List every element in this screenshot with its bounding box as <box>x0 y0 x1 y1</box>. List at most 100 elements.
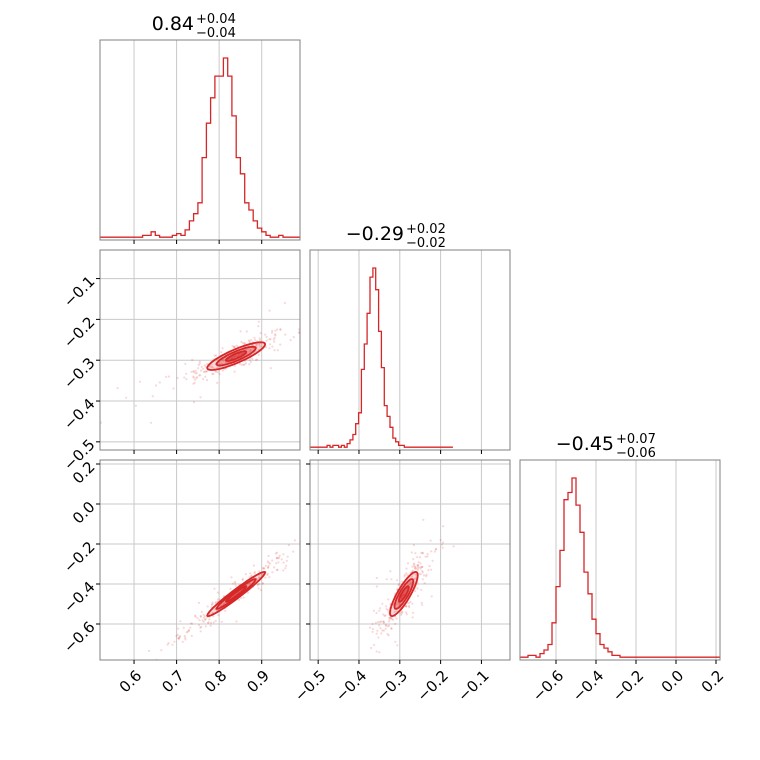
sample-point <box>259 332 262 335</box>
sample-point <box>185 631 188 634</box>
sample-point <box>213 587 216 590</box>
sample-point <box>275 562 278 565</box>
grid-layer <box>100 40 717 660</box>
sample-point <box>204 375 207 378</box>
y-tick-label: −0.4 <box>60 578 98 616</box>
sample-point <box>413 565 416 568</box>
sample-point <box>211 602 214 606</box>
sample-point <box>195 377 198 380</box>
sample-point <box>389 570 392 573</box>
sample-point <box>233 580 237 584</box>
sample-point <box>405 567 408 570</box>
sample-point <box>245 330 248 333</box>
y-tick-label: −0.2 <box>60 313 98 351</box>
sample-point <box>215 354 218 357</box>
sample-point <box>199 630 202 633</box>
sample-point <box>382 621 385 624</box>
sample-point <box>284 333 287 336</box>
x-tick-label: −0.4 <box>332 667 370 705</box>
sample-point <box>430 595 433 598</box>
sample-point <box>279 328 282 331</box>
sample-point <box>268 576 271 579</box>
sample-point <box>187 629 191 632</box>
sample-point <box>199 374 202 377</box>
sample-point <box>385 671 387 673</box>
x-tick-label: 0.0 <box>658 667 688 697</box>
density-contour <box>398 585 410 603</box>
sample-point <box>271 571 274 574</box>
sample-point <box>376 629 379 632</box>
sample-point <box>389 616 392 619</box>
sample-point <box>263 567 266 570</box>
sample-point <box>433 550 436 553</box>
sample-point <box>268 347 271 350</box>
sample-point <box>183 376 186 379</box>
sample-point <box>418 556 422 559</box>
sample-point <box>377 636 380 639</box>
sample-point <box>348 709 350 711</box>
sample-point <box>202 367 205 370</box>
sample-point <box>191 358 194 362</box>
sample-point <box>179 620 182 623</box>
sample-point <box>422 518 425 521</box>
sample-point <box>417 566 420 569</box>
sample-point <box>202 370 205 374</box>
sample-point <box>181 640 184 643</box>
sample-point <box>243 341 246 344</box>
sample-point <box>261 582 264 585</box>
sample-point <box>430 550 433 553</box>
sample-point <box>230 576 233 579</box>
density-contour <box>225 350 248 362</box>
sample-point <box>275 568 279 572</box>
sample-point <box>189 622 192 625</box>
sample-point <box>267 566 270 569</box>
sample-point <box>212 372 215 375</box>
sample-point <box>382 620 385 623</box>
sample-point <box>253 570 256 574</box>
sample-point <box>247 339 251 342</box>
x-tick-label: −0.2 <box>609 667 647 705</box>
sample-point <box>216 371 219 374</box>
sample-point <box>414 567 417 570</box>
sample-point <box>151 395 154 398</box>
sample-point <box>201 619 204 622</box>
panel-frame <box>309 459 511 661</box>
sample-point <box>214 370 218 373</box>
sample-point <box>396 588 399 591</box>
sample-point <box>375 650 378 653</box>
sample-point <box>260 574 263 577</box>
sample-point <box>393 610 396 613</box>
panel-background <box>520 460 720 660</box>
sample-point <box>200 610 203 614</box>
x-tick-label: 0.9 <box>243 667 273 697</box>
sample-point <box>412 563 415 566</box>
sample-point <box>282 553 285 556</box>
sample-point <box>208 365 212 368</box>
sample-point <box>371 630 374 633</box>
sample-point <box>403 573 407 577</box>
sample-point <box>411 570 414 573</box>
sample-point <box>268 309 271 312</box>
sample-point <box>206 362 209 366</box>
sample-point <box>421 551 424 554</box>
sample-point <box>167 375 171 378</box>
sample-point <box>385 578 388 581</box>
sample-point <box>239 330 242 333</box>
sample-point <box>256 358 259 361</box>
sample-point <box>276 328 279 331</box>
sample-point <box>223 602 226 605</box>
sample-point <box>378 609 381 612</box>
sample-point <box>218 372 221 376</box>
sample-point <box>175 634 178 638</box>
sample-point <box>370 646 373 650</box>
sample-point <box>282 561 285 564</box>
sample-point <box>125 396 128 399</box>
sample-point <box>414 552 417 555</box>
histogram-series <box>520 477 720 658</box>
sample-point <box>378 651 381 654</box>
sample-point <box>199 396 202 399</box>
x-tick-label: −0.6 <box>529 667 567 705</box>
sample-point <box>202 616 205 619</box>
sample-point <box>240 340 243 343</box>
sample-point <box>216 598 220 601</box>
